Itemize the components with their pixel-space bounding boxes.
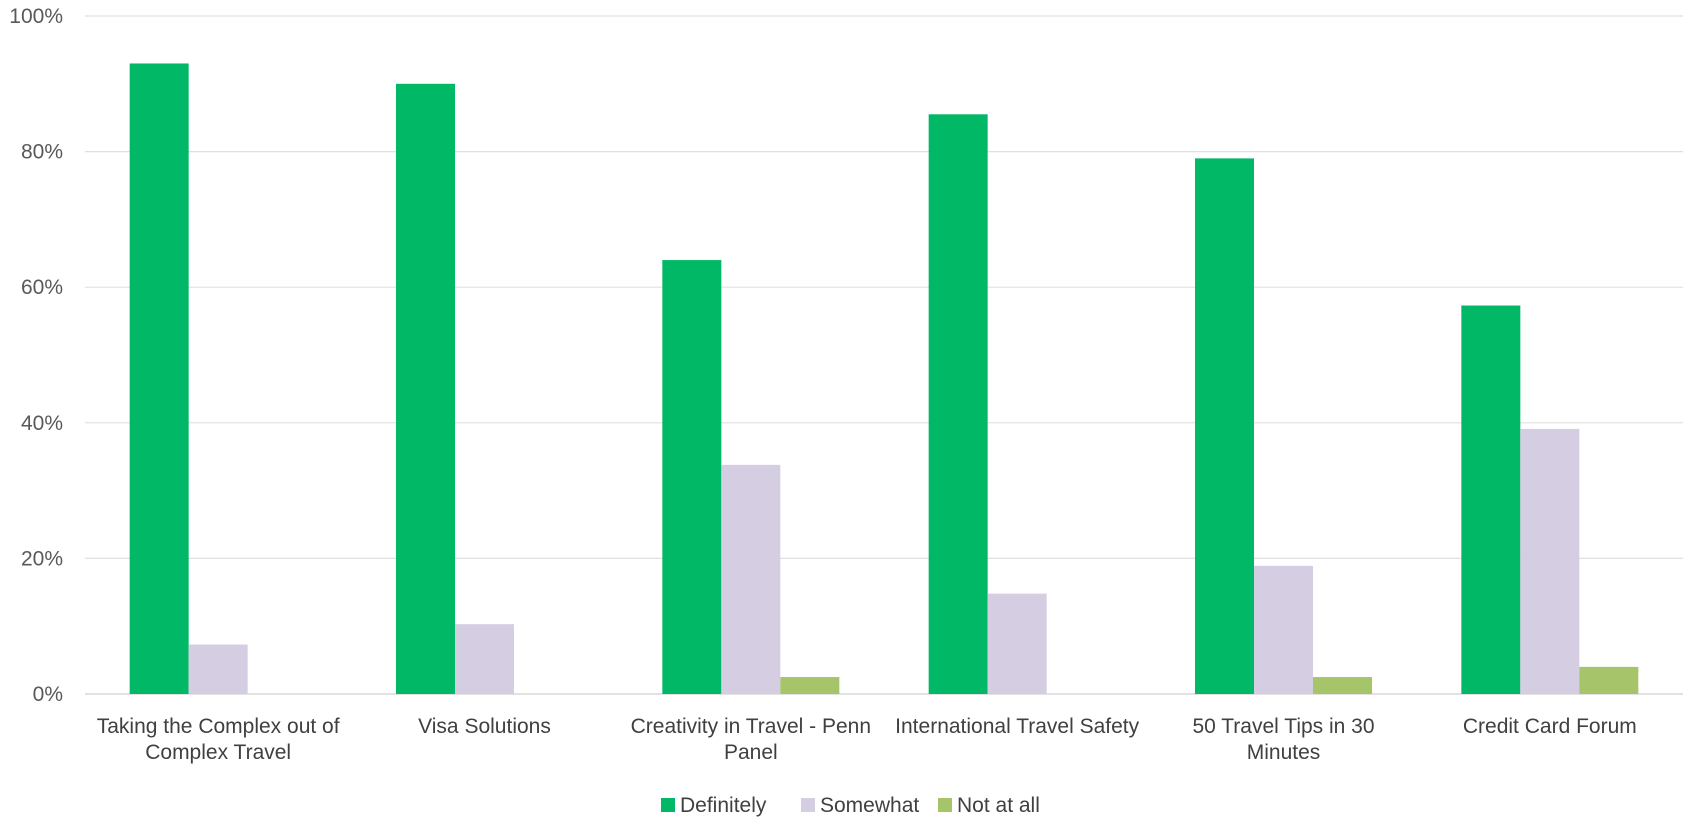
x-axis-labels: Taking the Complex out of Complex Travel V… <box>97 715 1637 764</box>
x-tick-label: 50 Travel Tips in 30 <box>1192 715 1374 738</box>
y-tick-label: 0% <box>33 683 63 706</box>
bar-somewhat <box>188 644 248 694</box>
bar-not-at-all <box>780 677 840 694</box>
bar-definitely <box>129 63 189 694</box>
bar-definitely <box>1461 305 1521 694</box>
bar-not-at-all <box>1313 677 1372 694</box>
x-tick-label: Credit Card Forum <box>1463 715 1637 738</box>
bar-somewhat <box>1520 428 1580 694</box>
legend-label: Not at all <box>957 794 1040 817</box>
bar-somewhat <box>455 624 514 694</box>
legend: Definitely Somewhat Not at all <box>661 794 1040 817</box>
y-tick-label: 40% <box>21 412 63 435</box>
legend-label: Definitely <box>680 794 767 817</box>
x-tick-label: Visa Solutions <box>418 715 551 738</box>
bar-definitely <box>928 114 988 694</box>
bar-somewhat <box>987 593 1047 694</box>
legend-label: Somewhat <box>820 794 919 817</box>
legend-swatch <box>801 798 815 812</box>
bar-somewhat <box>721 464 781 694</box>
y-axis-ticks: 0% 20% 40% 60% 80% 100% <box>9 5 63 706</box>
x-tick-label: Taking the Complex out of <box>97 715 340 738</box>
bar-somewhat <box>1254 565 1313 694</box>
bar-not-at-all <box>1579 666 1639 694</box>
bar-definitely <box>396 83 455 695</box>
bar-definitely <box>1195 158 1254 694</box>
x-tick-label: International Travel Safety <box>895 715 1139 738</box>
x-tick-label: Creativity in Travel - Penn <box>631 715 871 738</box>
y-tick-label: 100% <box>9 5 63 28</box>
y-tick-label: 80% <box>21 141 63 164</box>
y-tick-label: 60% <box>21 276 63 299</box>
legend-swatch <box>938 798 952 812</box>
legend-swatch <box>661 798 675 812</box>
gridlines <box>85 15 1683 695</box>
bars <box>129 63 1639 695</box>
x-tick-label: Minutes <box>1247 741 1321 764</box>
bar-definitely <box>662 260 722 694</box>
x-tick-label: Panel <box>724 741 778 764</box>
y-tick-label: 20% <box>21 547 63 570</box>
x-tick-label: Complex Travel <box>145 741 291 764</box>
